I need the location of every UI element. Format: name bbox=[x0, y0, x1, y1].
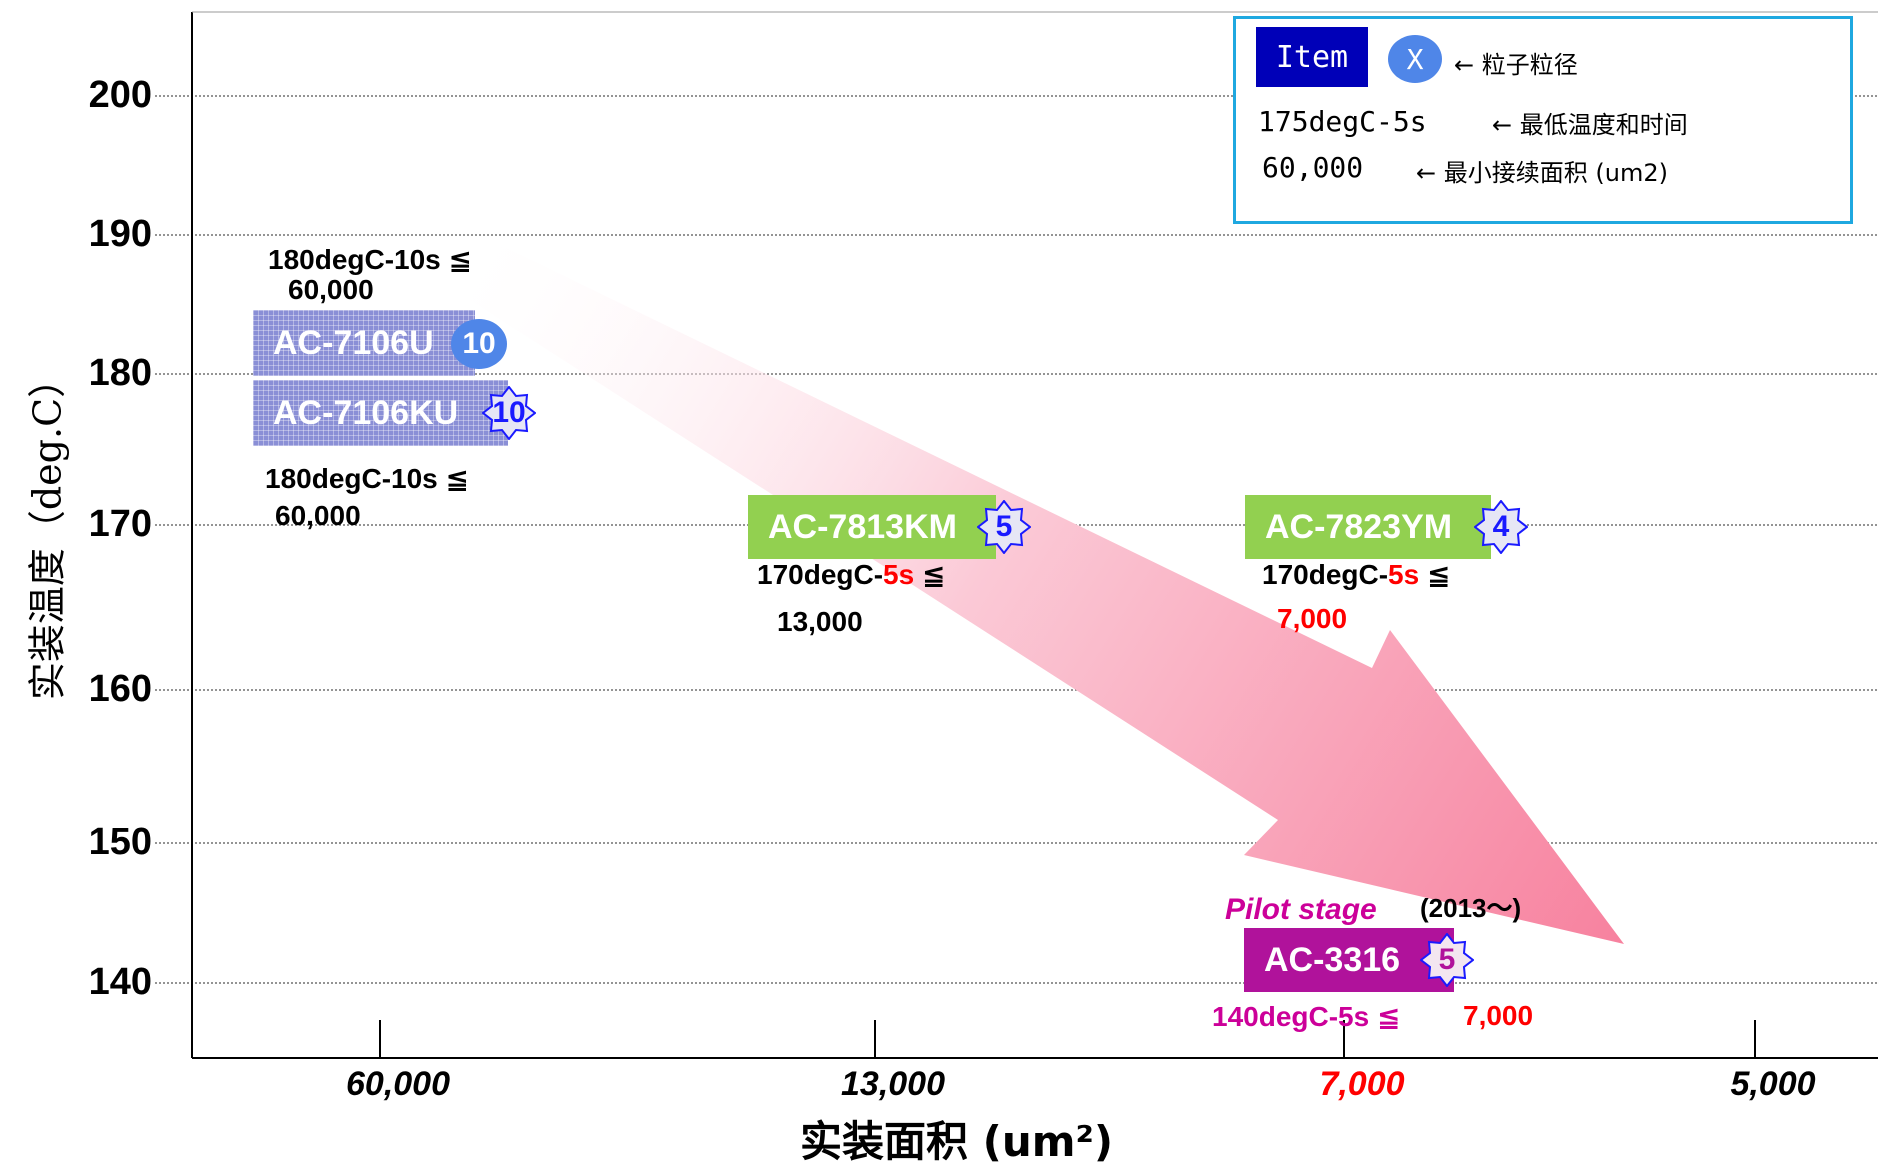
product-ac-7823ym: AC-7823YM bbox=[1245, 495, 1491, 559]
product-ac-7813km: AC-7813KM bbox=[748, 495, 996, 559]
km-cond-time: 5s bbox=[883, 559, 915, 590]
legend-item-swatch: Item bbox=[1256, 27, 1368, 87]
legend-box: Item X ← 粒子粒径 175degC-5s ← 最低温度和时间 60,00… bbox=[1233, 16, 1853, 224]
y-tick-label: 150 bbox=[88, 821, 152, 863]
product-name: AC-7106U bbox=[273, 323, 434, 362]
product-ac-7106ku: AC-7106KU bbox=[253, 380, 508, 446]
product-name: AC-3316 bbox=[1264, 940, 1401, 979]
x-tick-label: 5,000 bbox=[1730, 1065, 1816, 1103]
legend-temp-desc: ← 最低温度和时间 bbox=[1492, 111, 1688, 139]
p-area: 7,000 bbox=[1463, 1000, 1534, 1031]
product-name: AC-7106KU bbox=[273, 393, 459, 432]
u-area: 60,000 bbox=[288, 274, 374, 305]
product-ac-7106u: AC-7106U bbox=[253, 310, 475, 376]
y-tick-label: 140 bbox=[88, 961, 152, 1003]
ym-cond-sym: ≦ bbox=[1419, 559, 1451, 590]
particle-size: 10 bbox=[462, 327, 496, 360]
y-tick-label: 160 bbox=[88, 668, 152, 710]
x-tick-label: 60,000 bbox=[346, 1065, 450, 1103]
ym-cond-time: 5s bbox=[1388, 559, 1420, 590]
ym-area: 7,000 bbox=[1277, 603, 1348, 634]
star-badge-icon bbox=[482, 386, 536, 440]
u-condition: 180degC-10s ≦ bbox=[268, 244, 472, 275]
product-ac-3316: AC-3316 bbox=[1244, 928, 1454, 992]
particle-size: 4 bbox=[1492, 510, 1510, 543]
x-tick-marks bbox=[379, 1020, 1756, 1058]
particle-size: 5 bbox=[995, 510, 1013, 543]
km-condition: 170degC-5s ≦ bbox=[757, 558, 945, 591]
km-cond-sym: ≦ bbox=[914, 559, 946, 590]
x-tick-label: 13,000 bbox=[841, 1065, 945, 1103]
particle-size: 5 bbox=[1438, 943, 1456, 976]
legend-particle-desc: ← 粒子粒径 bbox=[1454, 51, 1578, 79]
product-name: AC-7813KM bbox=[768, 507, 957, 546]
product-name: AC-7823YM bbox=[1265, 507, 1453, 546]
ku-area: 60,000 bbox=[275, 500, 361, 531]
star-badge-icon bbox=[977, 500, 1031, 554]
star-badge-icon bbox=[1420, 933, 1474, 987]
trend-arrow bbox=[470, 240, 1624, 944]
particle-badge-circle: 10 bbox=[450, 318, 508, 370]
y-tick-label: 170 bbox=[88, 503, 152, 545]
x-tick-label: 7,000 bbox=[1319, 1065, 1405, 1103]
legend-area-example: 60,000 bbox=[1262, 151, 1364, 184]
y-tick-label: 190 bbox=[88, 213, 152, 255]
legend-particle-circle: X bbox=[1388, 35, 1442, 83]
km-cond-temp: 170degC- bbox=[757, 559, 884, 590]
p-condition: 140degC-5s ≦ bbox=[1212, 1001, 1401, 1032]
star-badge-icon bbox=[1474, 500, 1528, 554]
legend-temp-example: 175degC-5s bbox=[1258, 105, 1427, 138]
y-tick-label: 180 bbox=[88, 352, 152, 394]
particle-badge-star: 10 bbox=[482, 386, 536, 440]
particle-badge-star: 4 bbox=[1474, 500, 1528, 554]
pilot-year: (2013～) bbox=[1420, 893, 1522, 923]
circle-badge-icon bbox=[451, 319, 507, 369]
ym-condition: 170degC-5s ≦ bbox=[1262, 558, 1450, 591]
pilot-stage-label: Pilot stage bbox=[1225, 893, 1377, 926]
particle-badge-star: 5 bbox=[1420, 933, 1474, 987]
km-area: 13,000 bbox=[777, 606, 863, 637]
particle-size: 10 bbox=[492, 396, 526, 429]
particle-badge-star: 5 bbox=[977, 500, 1031, 554]
legend-area-desc: ← 最小接续面积 (um2) bbox=[1416, 159, 1668, 187]
ku-condition: 180degC-10s ≦ bbox=[265, 463, 469, 494]
y-tick-label: 200 bbox=[88, 74, 152, 116]
x-axis-label: 实装面积 (um²) bbox=[800, 1117, 1114, 1166]
ym-cond-temp: 170degC- bbox=[1262, 559, 1389, 590]
